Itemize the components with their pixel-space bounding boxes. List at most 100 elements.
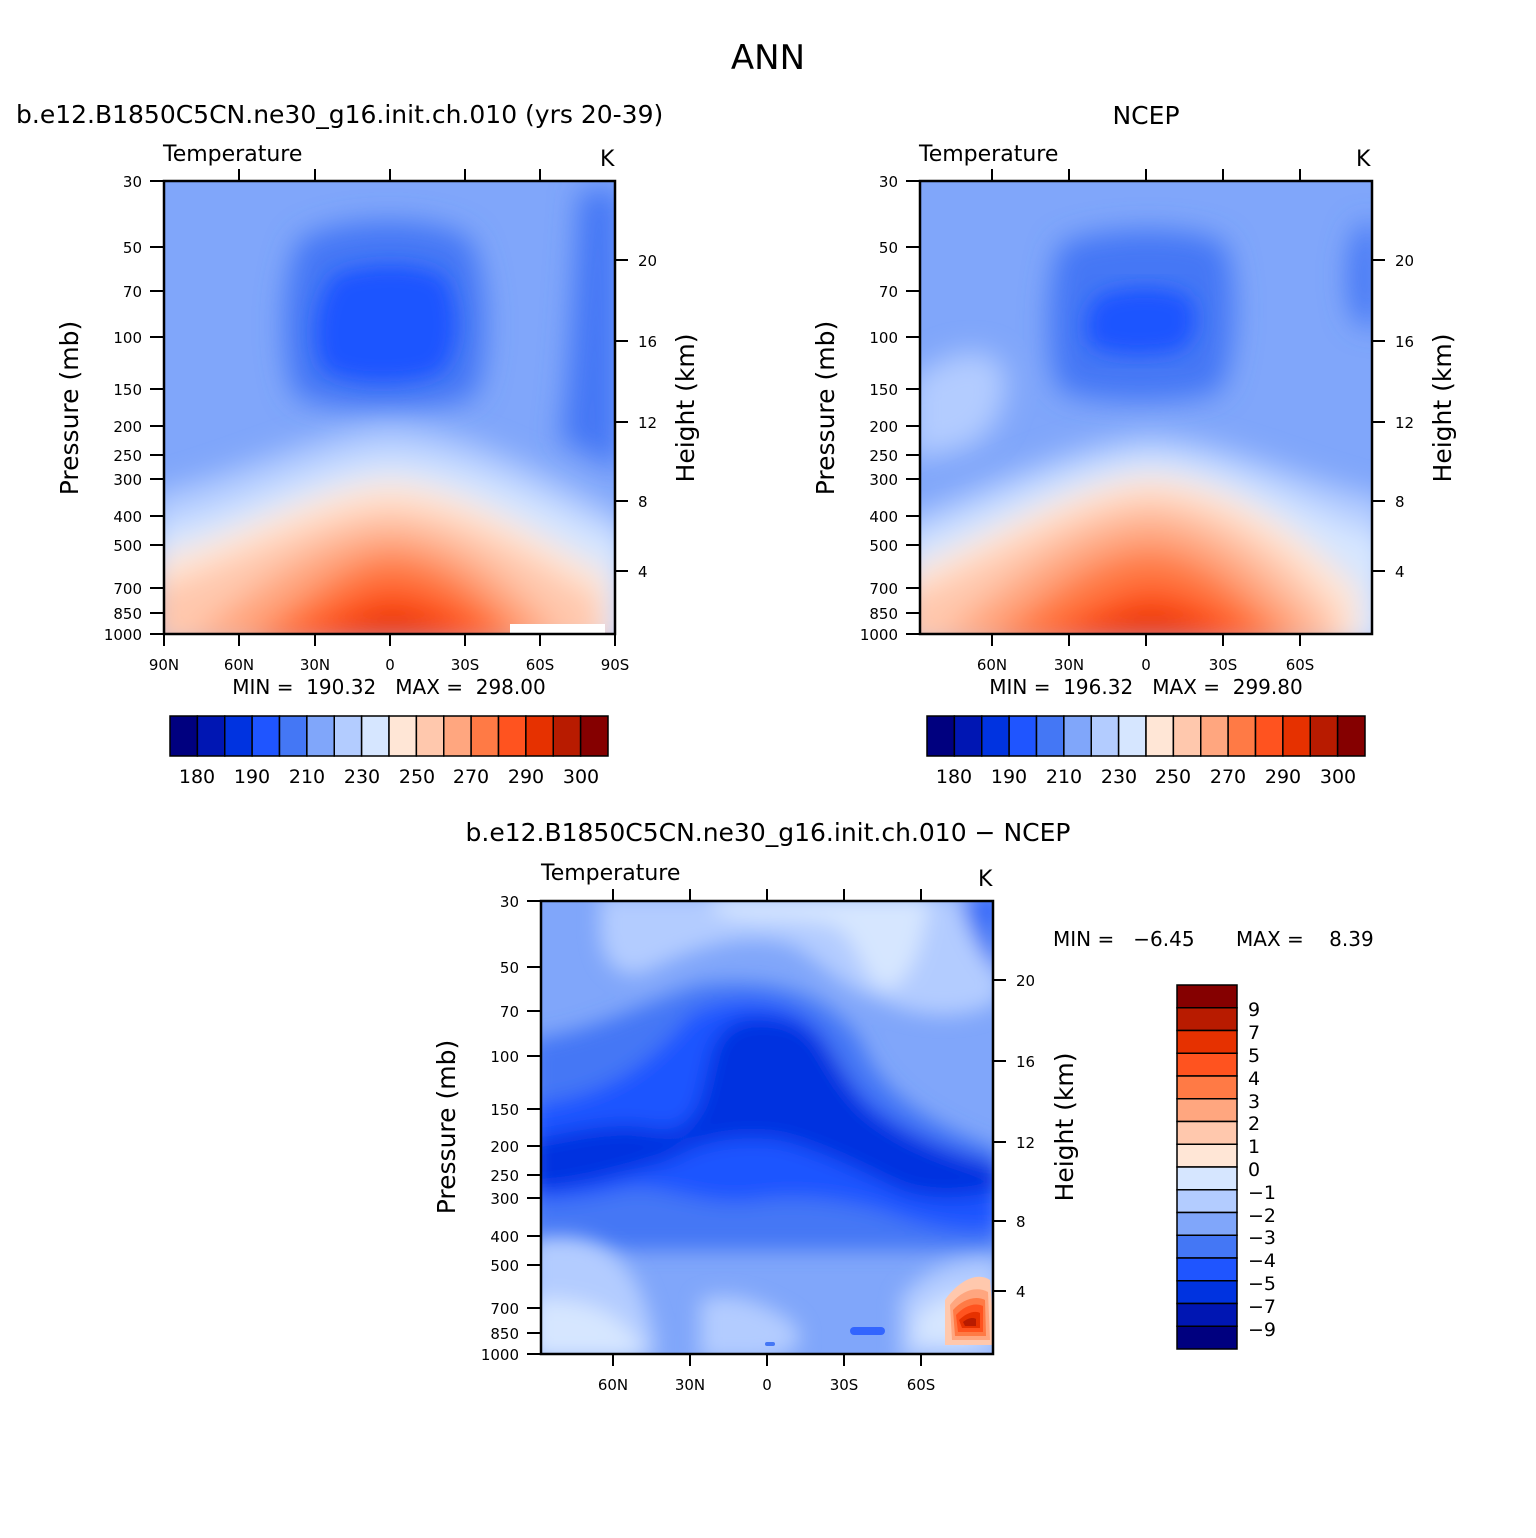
panel-ncep-y-tick: 400 xyxy=(869,508,898,526)
panel-ncep-x-axis: 60N 30N 0 30S 60S xyxy=(977,169,1314,674)
panel-ncep-colorbar-labels: 180 190 210 230 250 270 290 300 xyxy=(936,766,1356,788)
panel-ncep-x-tick: 60S xyxy=(1286,656,1315,674)
panel-ncep-x-tick: 60N xyxy=(977,656,1007,674)
colorbar-swatch xyxy=(196,715,226,757)
panel-ncep-y2-tick: 12 xyxy=(1395,414,1414,432)
panel-ncep-y2-tick: 4 xyxy=(1395,563,1405,581)
panel-ncep-y-tick: 70 xyxy=(879,283,898,301)
panel-diff-stats-max: MAX = 8.39 xyxy=(1236,927,1374,951)
colorbar-swatch xyxy=(1176,1234,1238,1259)
colorbar-label: 250 xyxy=(399,766,435,788)
colorbar-swatch xyxy=(224,715,253,757)
colorbar-swatch xyxy=(1145,715,1175,757)
panel-model-y2-axis-label: Height (km) xyxy=(671,334,700,483)
colorbar-label: 2 xyxy=(1248,1113,1260,1135)
panel-ncep-y-tick: 500 xyxy=(869,537,898,555)
panel-diff-x-tick: 30S xyxy=(830,1376,859,1394)
panel-model-y-axis-label: Pressure (mb) xyxy=(55,321,84,495)
colorbar-swatch xyxy=(1176,1325,1238,1350)
colorbar-label: 3 xyxy=(1248,1091,1260,1113)
panel-diff-y-tick: 150 xyxy=(490,1101,519,1119)
panel-diff-y-tick: 500 xyxy=(490,1257,519,1275)
colorbar-label: 210 xyxy=(1046,766,1082,788)
panel-model-y2-axis: Height (km) 20 16 12 8 4 xyxy=(615,252,700,581)
panel-ncep-stats: MIN = 196.32 MAX = 299.80 xyxy=(989,675,1302,699)
colorbar-swatch xyxy=(1309,715,1339,757)
panel-diff-y2-axis-label: Height (km) xyxy=(1050,1053,1079,1202)
panel-ncep-y2-tick: 8 xyxy=(1395,493,1405,511)
colorbar-swatch xyxy=(1282,715,1311,757)
panel-diff-y-tick: 300 xyxy=(490,1190,519,1208)
panel-model-y2-tick: 16 xyxy=(638,333,657,351)
panel-model-field xyxy=(164,181,615,634)
colorbar-swatch xyxy=(443,715,472,757)
colorbar-swatch xyxy=(1176,1280,1238,1305)
panel-ncep-y-tick: 200 xyxy=(869,418,898,436)
colorbar-swatch xyxy=(579,715,609,757)
panel-diff: b.e12.B1850C5CN.ne30_g16.init.ch.010 − N… xyxy=(432,818,1374,1394)
colorbar-swatch xyxy=(388,715,418,757)
panel-model-x-tick: 90S xyxy=(601,656,630,674)
panel-diff-y2-tick: 4 xyxy=(1016,1283,1026,1301)
colorbar-label: 190 xyxy=(991,766,1027,788)
colorbar-swatch xyxy=(1176,1098,1238,1123)
colorbar-label: 180 xyxy=(179,766,215,788)
colorbar-label: −4 xyxy=(1248,1250,1276,1272)
panel-diff-title: b.e12.B1850C5CN.ne30_g16.init.ch.010 − N… xyxy=(466,818,1071,847)
panel-diff-y-tick: 250 xyxy=(490,1167,519,1185)
panel-diff-x-tick: 60S xyxy=(907,1376,936,1394)
panel-model-x-tick: 30N xyxy=(300,656,330,674)
colorbar-swatch xyxy=(1176,1120,1238,1145)
colorbar-swatch xyxy=(415,715,445,757)
colorbar-swatch xyxy=(1176,1257,1238,1282)
colorbar-label: −9 xyxy=(1248,1319,1276,1341)
colorbar-swatch xyxy=(169,715,199,757)
colorbar-swatch xyxy=(333,715,363,757)
colorbar-label: 210 xyxy=(289,766,325,788)
panel-model-left-label: Temperature xyxy=(162,142,302,167)
panel-model-y2-tick: 4 xyxy=(638,563,648,581)
panel-ncep-y-axis: Pressure (mb) 30 50 70 100 150 200 250 3… xyxy=(811,173,920,644)
colorbar-swatch xyxy=(926,715,956,757)
panel-diff-y2-tick: 16 xyxy=(1016,1053,1035,1071)
colorbar-label: 7 xyxy=(1248,1022,1260,1044)
panel-model-y-tick: 300 xyxy=(113,471,142,489)
panel-model-y-tick: 500 xyxy=(113,537,142,555)
panel-ncep-x-tick: 0 xyxy=(1141,656,1151,674)
colorbar-label: −5 xyxy=(1248,1273,1276,1295)
panel-model-y-tick: 850 xyxy=(113,605,142,623)
colorbar-swatch xyxy=(981,715,1010,757)
figure-title: ANN xyxy=(731,38,805,78)
colorbar-label: 250 xyxy=(1155,766,1191,788)
panel-diff-y-axis: Pressure (mb) 30 50 70 100 150 200 250 3… xyxy=(432,893,541,1364)
panel-model-y-tick: 50 xyxy=(123,239,142,257)
panel-ncep-y-tick: 250 xyxy=(869,447,898,465)
colorbar-label: 230 xyxy=(1101,766,1137,788)
panel-ncep-y2-axis: Height (km) 20 16 12 8 4 xyxy=(1372,252,1457,581)
panel-model-colorbar xyxy=(169,715,609,757)
panel-model-y-tick: 200 xyxy=(113,418,142,436)
colorbar-label: 4 xyxy=(1248,1068,1260,1090)
panel-model-right-label: K xyxy=(600,147,615,172)
panel-diff-colorbar xyxy=(1176,984,1238,1350)
panel-model-y-tick: 100 xyxy=(113,329,142,347)
panel-ncep-y2-axis-label: Height (km) xyxy=(1428,334,1457,483)
colorbar-label: 300 xyxy=(1320,766,1356,788)
colorbar-label: 270 xyxy=(453,766,489,788)
colorbar-label: 270 xyxy=(1210,766,1246,788)
colorbar-swatch xyxy=(1254,715,1284,757)
panel-diff-left-label: Temperature xyxy=(540,861,680,886)
panel-model-x-tick: 30S xyxy=(451,656,480,674)
colorbar-label: −7 xyxy=(1248,1296,1276,1318)
colorbar-swatch xyxy=(278,715,308,757)
panel-diff-y-tick: 700 xyxy=(490,1300,519,1318)
panel-ncep-y-tick: 150 xyxy=(869,381,898,399)
panel-diff-y-tick: 50 xyxy=(500,959,519,977)
panel-model-y-tick: 400 xyxy=(113,508,142,526)
colorbar-swatch xyxy=(1176,984,1238,1009)
panel-ncep-y-axis-label: Pressure (mb) xyxy=(811,321,840,495)
panel-ncep-y-tick: 850 xyxy=(869,605,898,623)
panel-diff-stats-min: MIN = −6.45 xyxy=(1053,927,1195,951)
colorbar-label: 300 xyxy=(563,766,599,788)
panel-ncep-y-tick: 1000 xyxy=(860,626,898,644)
